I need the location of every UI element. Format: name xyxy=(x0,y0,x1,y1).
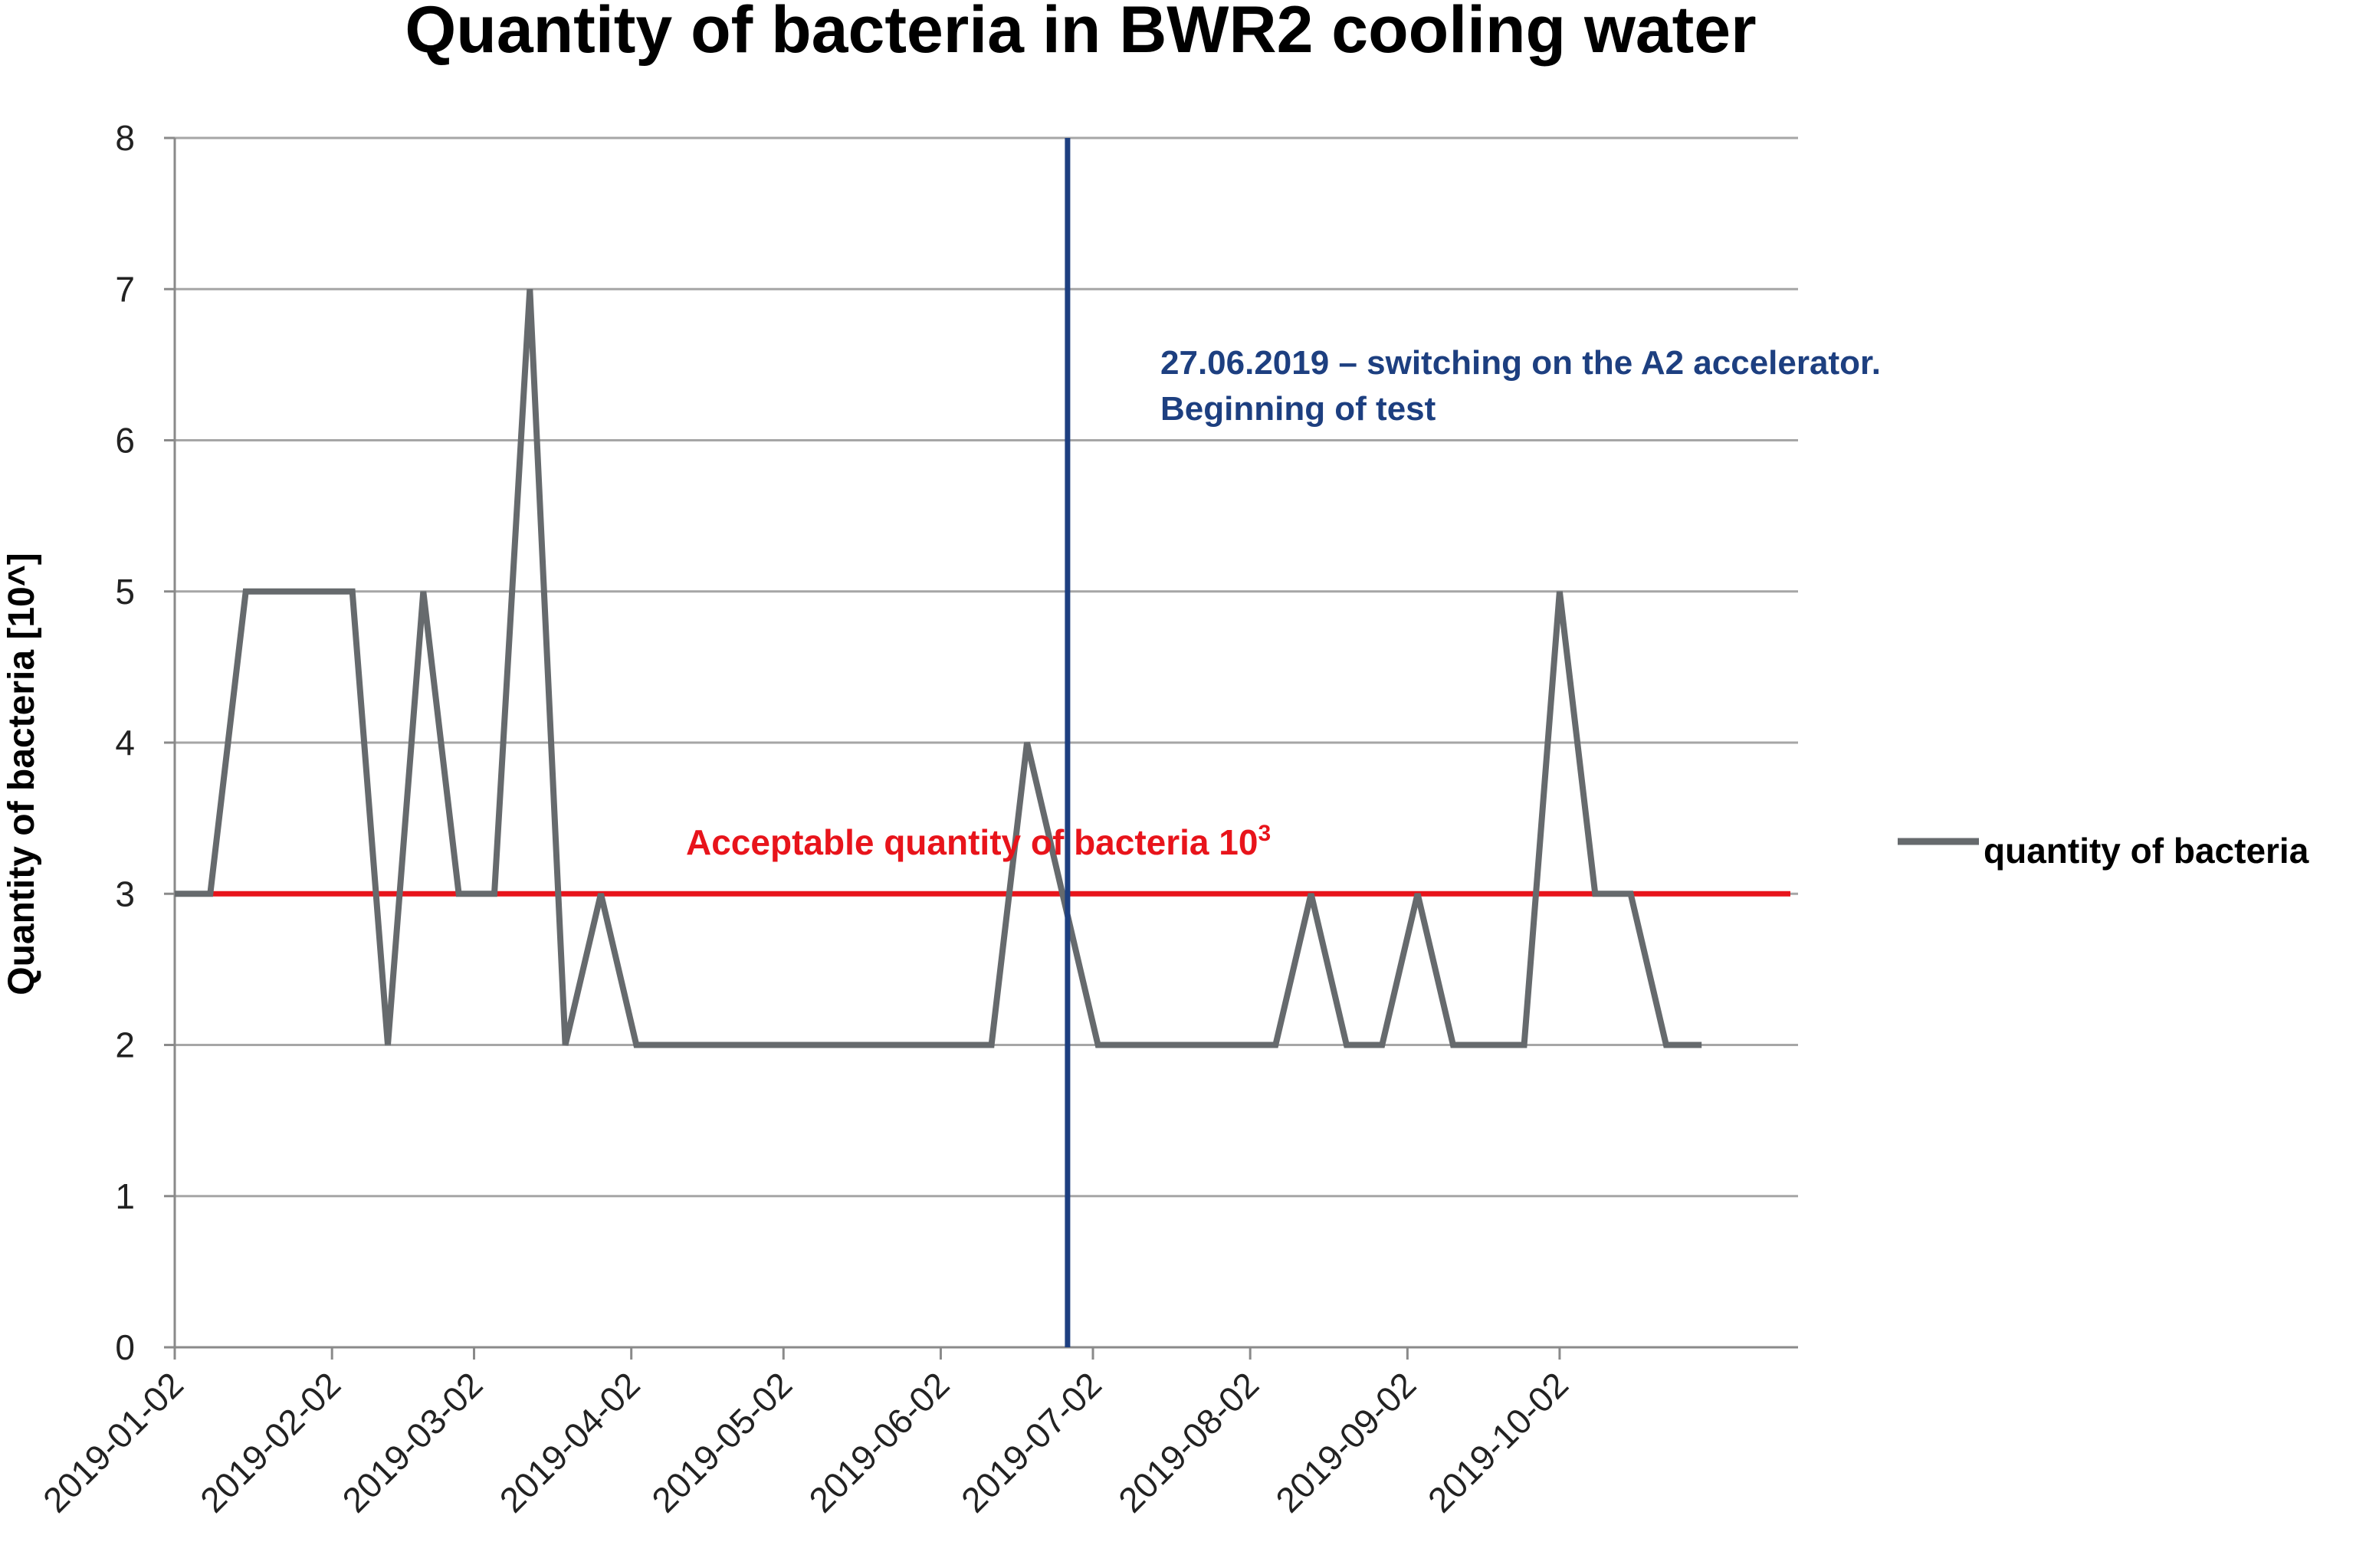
data-point xyxy=(423,591,424,592)
legend: quantity of bacteria xyxy=(1898,831,2309,871)
x-tick-label: 2019-04-02 xyxy=(492,1364,648,1520)
series-line-0 xyxy=(175,289,1702,1048)
reference-line-label: Acceptable quantity of bacteria 103 xyxy=(686,821,1271,862)
y-tick-label: 3 xyxy=(115,874,135,914)
event-line-label-1: 27.06.2019 – switching on the A2 acceler… xyxy=(1160,344,1881,382)
reference-line-label-superscript: 3 xyxy=(1258,821,1271,846)
data-point xyxy=(245,591,246,592)
x-tick-label: 2019-05-02 xyxy=(644,1364,799,1520)
y-tick-label: 4 xyxy=(115,723,135,763)
x-tick-label: 2019-06-02 xyxy=(801,1364,957,1520)
data-point xyxy=(352,591,353,592)
data-point xyxy=(1559,591,1560,592)
y-tick-label: 5 xyxy=(115,572,135,612)
axes xyxy=(164,136,1798,1360)
y-tick-label: 0 xyxy=(115,1327,135,1367)
y-tick-label: 2 xyxy=(115,1025,135,1065)
x-tick-label: 2019-03-02 xyxy=(334,1364,490,1520)
legend-label: quantity of bacteria xyxy=(1984,831,2309,871)
y-axis-label: Quantity of bacteria [10^] xyxy=(2,553,42,995)
x-tick-label: 2019-07-02 xyxy=(953,1364,1109,1520)
chart-title: Quantity of bacteria in BWR2 cooling wat… xyxy=(405,0,1756,67)
x-tick-label: 2019-10-02 xyxy=(1420,1364,1576,1520)
event-line-label-2: Beginning of test xyxy=(1160,390,1436,428)
x-tick-label: 2019-01-02 xyxy=(35,1364,191,1520)
series-lines xyxy=(175,289,1702,1048)
x-tick-label: 2019-02-02 xyxy=(192,1364,348,1520)
y-tick-label: 7 xyxy=(115,269,135,309)
y-tick-label: 8 xyxy=(115,118,135,158)
y-tick-label: 6 xyxy=(115,421,135,461)
y-tick-label: 1 xyxy=(115,1176,135,1216)
y-tick-labels: 0 1 2 3 4 5 6 7 8 xyxy=(115,118,135,1367)
x-tick-label: 2019-08-02 xyxy=(1111,1364,1266,1520)
x-tick-label: 2019-09-02 xyxy=(1268,1364,1423,1520)
